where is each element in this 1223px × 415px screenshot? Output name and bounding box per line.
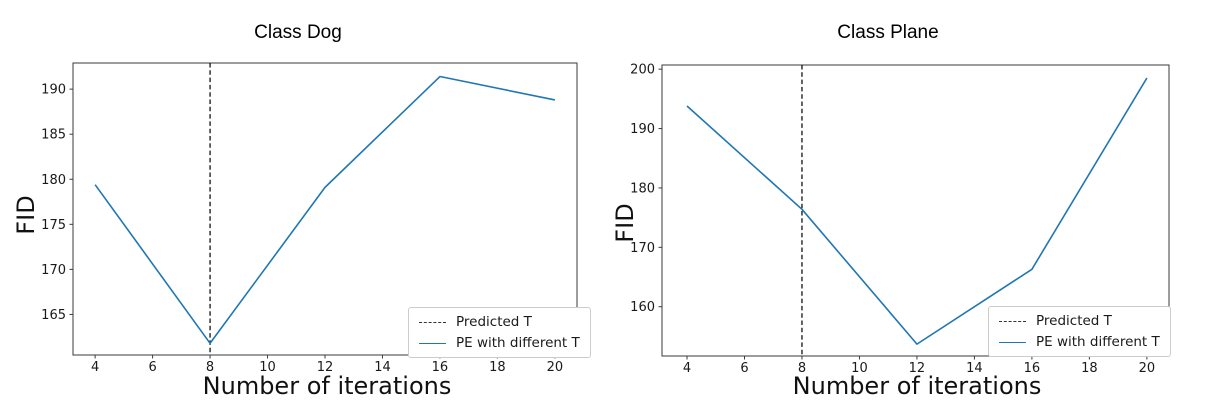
y-axis-label-right: FID — [611, 203, 639, 243]
legend-label: Predicted T — [1036, 313, 1112, 329]
x-tick-label: 4 — [91, 360, 99, 375]
x-tick-label: 8 — [206, 360, 214, 375]
legend-class-dog: Predicted T PE with different T — [408, 307, 591, 358]
x-tick-label: 16 — [432, 360, 449, 375]
legend-label: PE with different T — [1036, 334, 1160, 350]
y-tick-label: 180 — [630, 181, 655, 196]
x-tick-label: 16 — [1024, 361, 1041, 376]
x-tick-label: 20 — [1139, 361, 1156, 376]
legend-label: PE with different T — [456, 335, 580, 351]
legend-row-predicted-t: Predicted T — [419, 314, 580, 330]
y-tick-label: 190 — [630, 122, 655, 137]
y-tick-label: 175 — [41, 218, 66, 233]
x-tick-label: 8 — [798, 361, 806, 376]
y-tick-label: 185 — [41, 128, 66, 143]
pe-fid-line — [686, 77, 1148, 345]
x-tick-label: 12 — [909, 361, 926, 376]
y-axis-label-left: FID — [12, 195, 40, 235]
y-tick-label: 200 — [630, 63, 655, 78]
chart-title-class-dog: Class Dog — [254, 22, 342, 43]
y-tick-label: 180 — [41, 173, 66, 188]
y-tick-label: 165 — [41, 308, 66, 323]
x-tick-label: 20 — [547, 360, 564, 375]
x-tick-label: 6 — [740, 361, 748, 376]
chart-title-class-plane: Class Plane — [837, 22, 939, 43]
y-tick-label: 190 — [41, 83, 66, 98]
x-axis-label-left: Number of iterations — [202, 372, 452, 400]
legend-row-predicted-t: Predicted T — [999, 313, 1160, 329]
x-tick-label: 4 — [683, 361, 691, 376]
solid-line-swatch-icon — [419, 342, 446, 344]
x-axis-label-right: Number of iterations — [792, 372, 1042, 400]
pe-fid-line — [94, 75, 556, 345]
plot-frame — [661, 64, 1170, 357]
x-tick-label: 18 — [1081, 361, 1098, 376]
x-tick-label: 14 — [374, 360, 391, 375]
solid-line-swatch-icon — [999, 341, 1026, 343]
x-tick-label: 18 — [489, 360, 506, 375]
y-tick-label: 170 — [630, 241, 655, 256]
x-tick-label: 14 — [966, 361, 983, 376]
x-tick-label: 10 — [259, 360, 276, 375]
dashed-line-swatch-icon — [999, 320, 1026, 322]
x-tick-label: 12 — [317, 360, 334, 375]
legend-row-pe: PE with different T — [419, 335, 580, 351]
legend-label: Predicted T — [456, 314, 532, 330]
y-tick-label: 170 — [41, 263, 66, 278]
legend-row-pe: PE with different T — [999, 334, 1160, 350]
dashed-line-swatch-icon — [419, 321, 446, 323]
x-tick-label: 6 — [148, 360, 156, 375]
x-tick-label: 10 — [851, 361, 868, 376]
legend-class-plane: Predicted T PE with different T — [988, 306, 1171, 357]
y-tick-label: 160 — [630, 300, 655, 315]
